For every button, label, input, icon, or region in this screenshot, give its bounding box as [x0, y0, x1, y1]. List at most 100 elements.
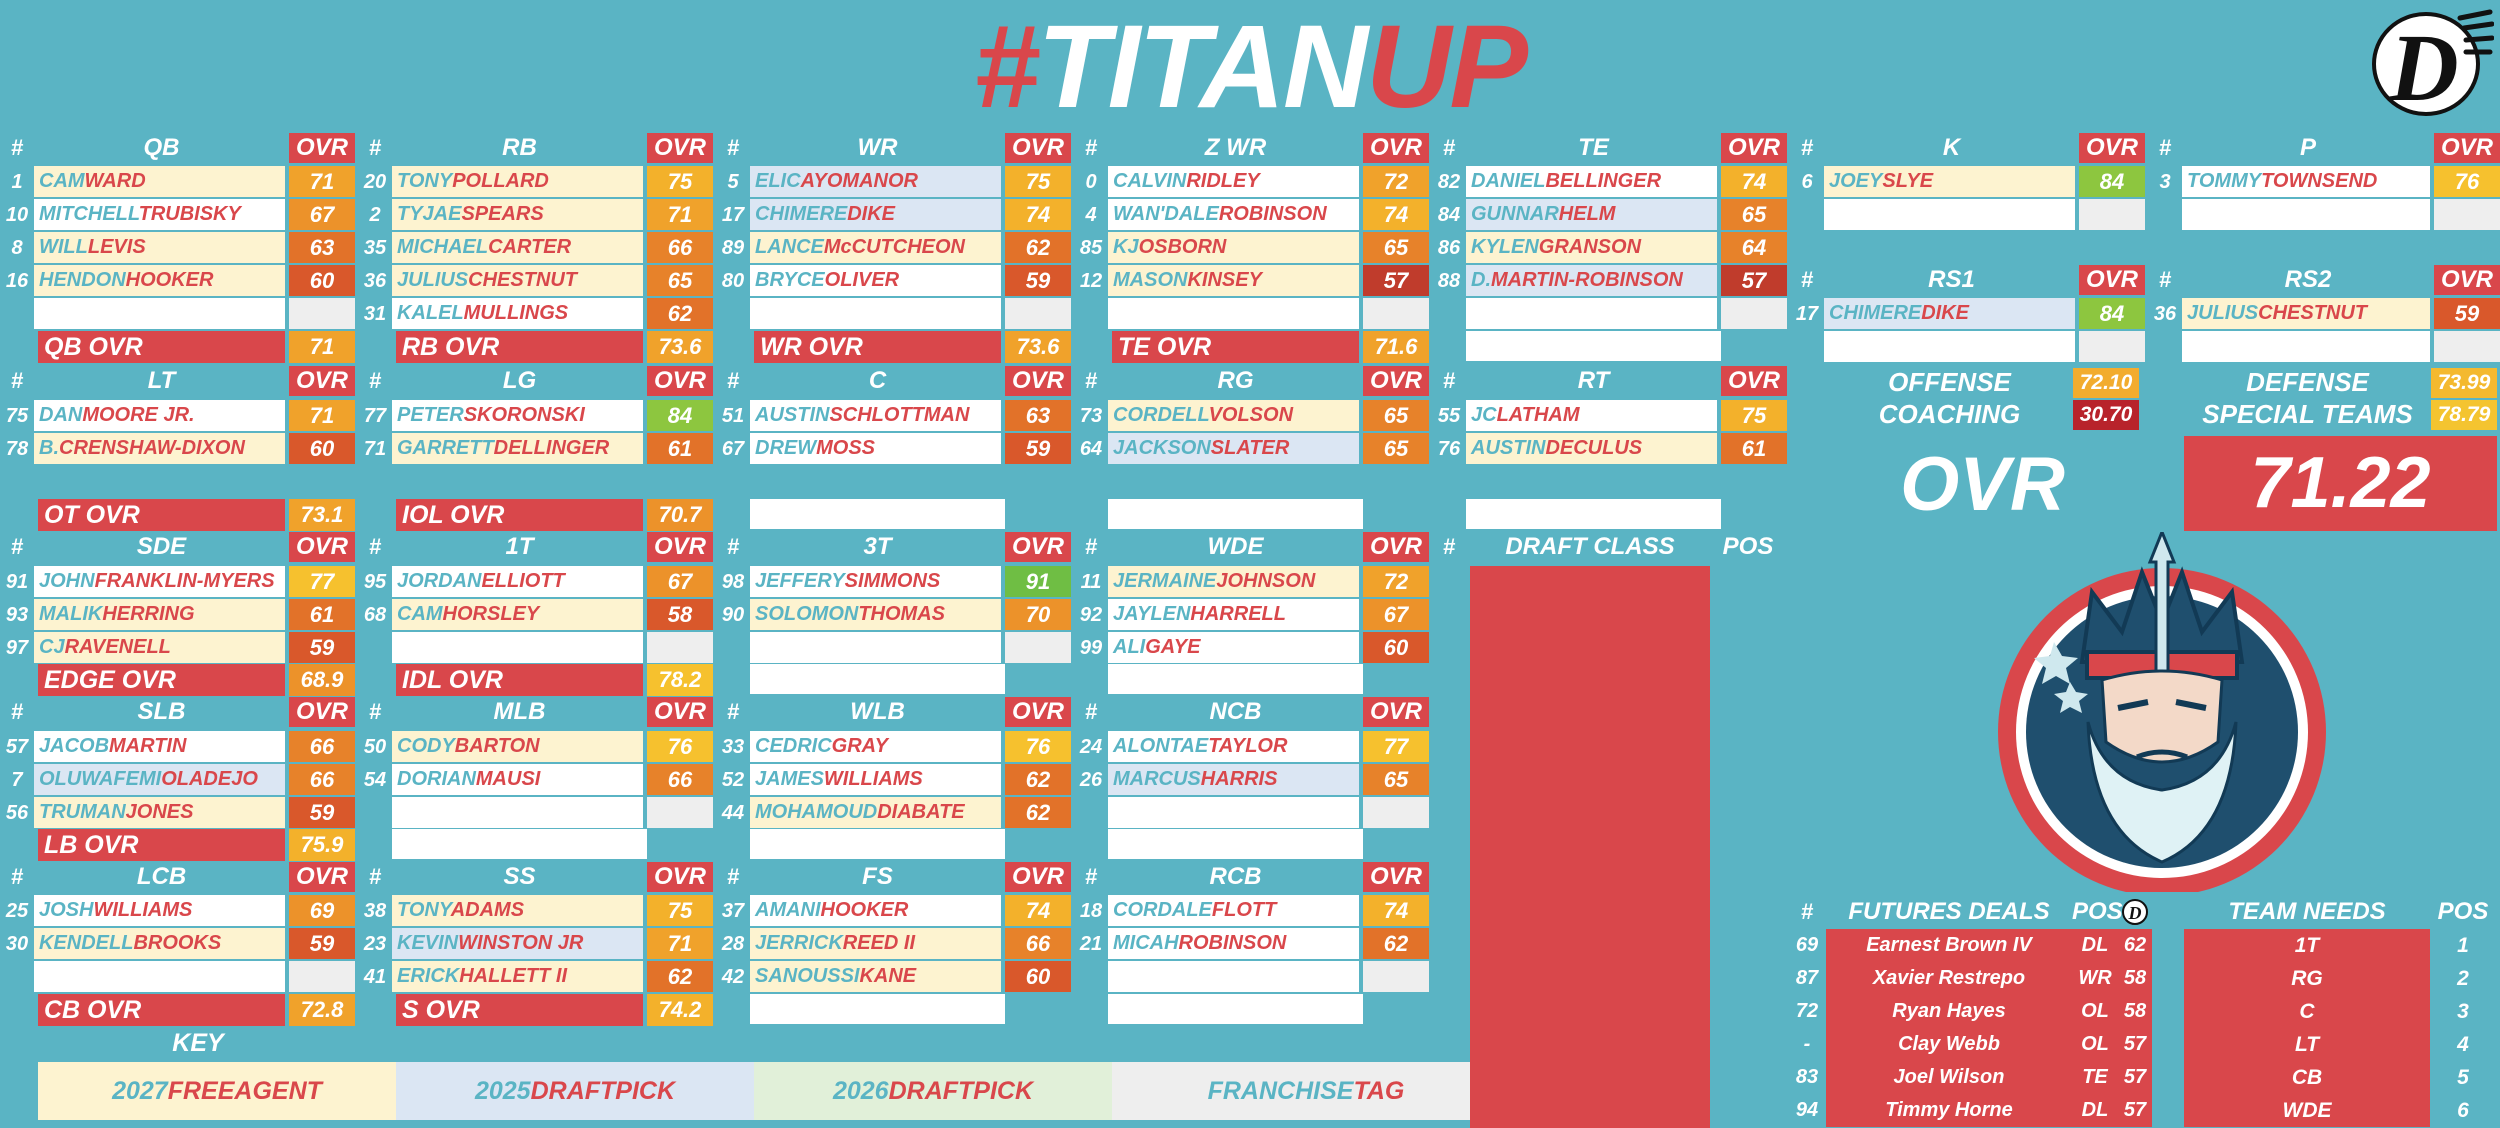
- player-name[interactable]: MALIKHERRING: [34, 599, 285, 630]
- player-name[interactable]: ERICKHALLETT II: [392, 961, 643, 992]
- player-name[interactable]: TYJAESPEARS: [392, 199, 643, 230]
- player-first-name: MASON: [1113, 269, 1188, 291]
- player-name[interactable]: GARRETTDELLINGER: [392, 433, 643, 464]
- player-name[interactable]: GUNNARHELM: [1466, 199, 1717, 230]
- ovr-header: OVR: [1721, 133, 1787, 163]
- player-name[interactable]: B.CRENSHAW-DIXON: [34, 433, 285, 464]
- player-name[interactable]: JOSHWILLIAMS: [34, 895, 285, 926]
- player-name[interactable]: JERRICKREED II: [750, 928, 1001, 959]
- player-name[interactable]: SOLOMONTHOMAS: [750, 599, 1001, 630]
- player-name[interactable]: JERMAINEJOHNSON: [1108, 566, 1359, 597]
- position-header: RG: [1217, 367, 1254, 394]
- player-name[interactable]: JACKSONSLATER: [1108, 433, 1359, 464]
- player-name[interactable]: KEVINWINSTON JR: [392, 928, 643, 959]
- key-label: KEY: [172, 1029, 224, 1057]
- ovr-header: OVR: [1363, 862, 1429, 892]
- player-name[interactable]: JAYLENHARRELL: [1108, 599, 1359, 630]
- player-name[interactable]: JCLATHAM: [1466, 400, 1717, 431]
- player-first-name: MALIK: [39, 603, 103, 625]
- player-name[interactable]: JAMESWILLIAMS: [750, 764, 1001, 795]
- player-name[interactable]: TRUMANJONES: [34, 797, 285, 828]
- player-name[interactable]: MITCHELLTRUBISKY: [34, 199, 285, 230]
- player-name[interactable]: PETERSKORONSKI: [392, 400, 643, 431]
- ovr-header: OVR: [1005, 366, 1071, 396]
- player-name[interactable]: KALELMULLINGS: [392, 298, 643, 329]
- player-number: 99: [1079, 637, 1103, 659]
- player-name[interactable]: WAN'DALEROBINSON: [1108, 199, 1359, 230]
- player-name[interactable]: D.MARTIN-ROBINSON: [1466, 265, 1717, 296]
- player-name[interactable]: DANMOORE JR.: [34, 400, 285, 431]
- empty-name-slot: [1108, 298, 1359, 329]
- player-number: 2: [369, 204, 381, 226]
- player-rating: 59: [289, 632, 355, 663]
- group-header-num: #: [2158, 135, 2172, 160]
- player-name[interactable]: CAMWARD: [34, 166, 285, 197]
- player-first-name: CEDRIC: [755, 735, 832, 757]
- player-name[interactable]: JORDANELLIOTT: [392, 566, 643, 597]
- player-rating: 62: [1005, 797, 1071, 828]
- player-name[interactable]: ELICAYOMANOR: [750, 166, 1001, 197]
- player-name[interactable]: CEDRICGRAY: [750, 731, 1001, 762]
- player-name[interactable]: KYLENGRANSON: [1466, 232, 1717, 263]
- player-rating: 62: [647, 961, 713, 992]
- player-name[interactable]: AUSTINSCHLOTTMAN: [750, 400, 1001, 431]
- player-name[interactable]: JOHNFRANKLIN-MYERS: [34, 566, 285, 597]
- futures-player-name[interactable]: Joel Wilson: [1826, 1061, 2072, 1094]
- player-name[interactable]: ALIGAYE: [1108, 632, 1359, 663]
- player-name[interactable]: TONYPOLLARD: [392, 166, 643, 197]
- player-name[interactable]: SANOUSSIKANE: [750, 961, 1001, 992]
- player-number: 35: [363, 237, 387, 259]
- player-name[interactable]: CAMHORSLEY: [392, 599, 643, 630]
- player-name[interactable]: JEFFERYSIMMONS: [750, 566, 1001, 597]
- futures-player-name[interactable]: Timmy Horne: [1826, 1094, 2072, 1127]
- player-number: 23: [363, 933, 387, 955]
- player-name[interactable]: MOHAMOUDDIABATE: [750, 797, 1001, 828]
- draft-header-label: DRAFT CLASS: [1505, 533, 1675, 560]
- player-name[interactable]: TOMMYTOWNSEND: [2182, 166, 2430, 197]
- player-name[interactable]: WILLLEVIS: [34, 232, 285, 263]
- futures-player-name[interactable]: Ryan Hayes: [1826, 995, 2072, 1028]
- player-name[interactable]: DREWMOSS: [750, 433, 1001, 464]
- player-name[interactable]: TONYADAMS: [392, 895, 643, 926]
- player-suffix: II: [550, 965, 567, 987]
- player-name[interactable]: KENDELLBROOKS: [34, 928, 285, 959]
- ovr-header: OVR: [1005, 133, 1071, 163]
- player-name[interactable]: CJRAVENELL: [34, 632, 285, 663]
- player-name[interactable]: JULIUSCHESTNUT: [2182, 298, 2430, 329]
- player-name[interactable]: ALONTAETAYLOR: [1108, 731, 1359, 762]
- player-name[interactable]: MICHAELCARTER: [392, 232, 643, 263]
- player-name[interactable]: CHIMEREDIKE: [750, 199, 1001, 230]
- player-name[interactable]: JOEYSLYE: [1824, 166, 2075, 197]
- futures-player-name[interactable]: Earnest Brown IV: [1826, 929, 2072, 962]
- player-last-name: OSBORN: [1138, 236, 1227, 258]
- player-name[interactable]: CHIMEREDIKE: [1824, 298, 2075, 329]
- player-name[interactable]: JACOBMARTIN: [34, 731, 285, 762]
- futures-player-name[interactable]: Clay Webb: [1826, 1028, 2072, 1061]
- player-name[interactable]: MICAHROBINSON: [1108, 928, 1359, 959]
- player-name[interactable]: MARCUSHARRIS: [1108, 764, 1359, 795]
- player-name[interactable]: BRYCEOLIVER: [750, 265, 1001, 296]
- player-name[interactable]: DANIELBELLINGER: [1466, 166, 1717, 197]
- player-name[interactable]: CORDELLVOLSON: [1108, 400, 1359, 431]
- futures-number: 69: [1795, 934, 1819, 956]
- player-name[interactable]: MASONKINSEY: [1108, 265, 1359, 296]
- key-item-tag: FRANCHISETAG: [1112, 1062, 1500, 1120]
- position-header: LT: [147, 367, 176, 394]
- player-name[interactable]: CALVINRIDLEY: [1108, 166, 1359, 197]
- player-last-name: LATHAM: [1496, 404, 1580, 426]
- futures-player-name[interactable]: Xavier Restrepo: [1826, 962, 2072, 995]
- player-name[interactable]: CODYBARTON: [392, 731, 643, 762]
- player-name[interactable]: OLUWAFEMIOLADEJO: [34, 764, 285, 795]
- player-rating: 72: [1363, 166, 1429, 197]
- player-name[interactable]: JULIUSCHESTNUT: [392, 265, 643, 296]
- player-number: 52: [721, 769, 745, 791]
- player-name[interactable]: DORIANMAUSI: [392, 764, 643, 795]
- player-name[interactable]: AMANIHOOKER: [750, 895, 1001, 926]
- player-name[interactable]: LANCEMcCUTCHEON: [750, 232, 1001, 263]
- player-name[interactable]: HENDONHOOKER: [34, 265, 285, 296]
- team-need-rank: 3: [2457, 1000, 2469, 1023]
- futures-rating: 58: [2118, 962, 2152, 995]
- player-name[interactable]: KJOSBORN: [1108, 232, 1359, 263]
- player-name[interactable]: AUSTINDECULUS: [1466, 433, 1717, 464]
- player-name[interactable]: CORDALEFLOTT: [1108, 895, 1359, 926]
